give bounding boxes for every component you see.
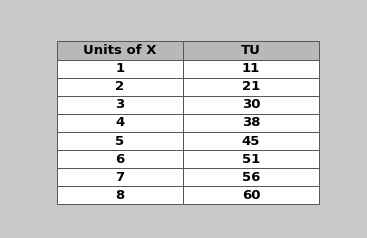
Text: 1: 1 bbox=[116, 62, 125, 75]
Text: 51: 51 bbox=[242, 153, 260, 166]
Bar bbox=[57, 60, 183, 78]
Bar bbox=[183, 132, 319, 150]
Bar bbox=[57, 41, 183, 60]
Text: 2: 2 bbox=[116, 80, 125, 93]
Bar bbox=[183, 168, 319, 186]
Text: 11: 11 bbox=[242, 62, 260, 75]
Bar bbox=[183, 150, 319, 168]
Bar bbox=[183, 114, 319, 132]
Text: 45: 45 bbox=[242, 134, 260, 148]
Bar bbox=[57, 114, 183, 132]
Bar bbox=[183, 60, 319, 78]
Bar bbox=[57, 78, 183, 96]
Bar bbox=[57, 132, 183, 150]
Bar bbox=[183, 186, 319, 204]
Text: 7: 7 bbox=[116, 171, 125, 184]
Text: TU: TU bbox=[241, 44, 261, 57]
Text: 21: 21 bbox=[242, 80, 260, 93]
Bar bbox=[57, 150, 183, 168]
Text: 5: 5 bbox=[116, 134, 125, 148]
Text: Units of X: Units of X bbox=[83, 44, 157, 57]
Text: 30: 30 bbox=[241, 98, 260, 111]
Text: 4: 4 bbox=[116, 116, 125, 129]
Text: 8: 8 bbox=[116, 189, 125, 202]
Bar bbox=[57, 96, 183, 114]
Text: 56: 56 bbox=[242, 171, 260, 184]
Bar bbox=[183, 41, 319, 60]
Text: 38: 38 bbox=[241, 116, 260, 129]
Text: 6: 6 bbox=[116, 153, 125, 166]
Bar bbox=[57, 186, 183, 204]
Text: 3: 3 bbox=[116, 98, 125, 111]
Bar bbox=[183, 78, 319, 96]
Bar bbox=[183, 96, 319, 114]
Text: 60: 60 bbox=[241, 189, 260, 202]
Bar bbox=[57, 168, 183, 186]
